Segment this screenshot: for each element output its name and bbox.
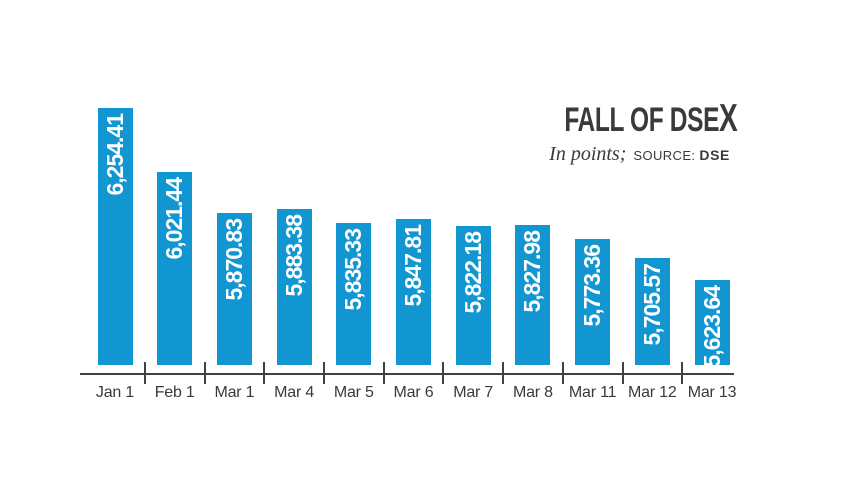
axis-tick [143, 362, 146, 384]
x-axis-label: Mar 7 [453, 384, 494, 401]
unit-label: In points; [549, 143, 627, 165]
axis-tick [442, 362, 445, 384]
bar: 5,822.18 [455, 226, 491, 365]
source-label: SOURCE: [633, 148, 696, 163]
x-axis-line [80, 373, 734, 376]
bar-value-label: 5,883.38 [280, 215, 307, 297]
x-axis-label: Mar 11 [568, 384, 617, 401]
bar: 5,870.83 [216, 213, 252, 365]
source-value: DSE [699, 147, 730, 163]
bar: 5,827.98 [515, 225, 551, 365]
x-axis-label: Mar 12 [627, 384, 677, 401]
x-axis-label: Mar 6 [393, 384, 434, 401]
bar-value-label: 5,705.57 [638, 264, 665, 346]
axis-tick [681, 362, 684, 384]
title-last-letter: X [718, 97, 738, 140]
bar: 5,835.33 [336, 223, 372, 365]
chart-subtitle: In points; SOURCE: DSE [549, 143, 730, 166]
axis-tick [203, 362, 206, 384]
axis-tick [382, 362, 385, 384]
bar: 5,773.36 [575, 239, 611, 365]
x-axis-label: Mar 13 [687, 384, 737, 401]
bar-value-label: 5,827.98 [519, 231, 546, 313]
chart-title: FALL OF DSEX [563, 97, 737, 140]
x-axis-label: Mar 1 [214, 384, 255, 401]
bar: 5,883.38 [276, 209, 312, 365]
bar: 5,705.57 [634, 258, 670, 365]
x-axis-label: Mar 5 [333, 384, 374, 401]
axis-tick [263, 362, 266, 384]
bar-value-label: 6,021.44 [161, 178, 188, 260]
bar-value-label: 5,847.81 [400, 225, 426, 307]
axis-tick [621, 362, 624, 384]
x-axis-label: Feb 1 [154, 384, 195, 401]
bar-value-label: 5,773.36 [579, 245, 606, 327]
bar-value-label: 5,835.33 [340, 229, 367, 311]
bar: 5,623.64 [694, 280, 730, 368]
bar: 6,254.41 [97, 108, 133, 365]
x-axis-label: Jan 1 [95, 384, 135, 401]
bar-value-label: 5,822.18 [459, 232, 486, 314]
bar: 6,021.44 [157, 172, 193, 365]
bar: 5,847.81 [396, 219, 431, 365]
axis-tick [502, 362, 505, 384]
x-axis-label: Mar 8 [512, 384, 553, 401]
bar-value-label: 5,870.83 [220, 219, 247, 301]
bar-value-label: 5,623.64 [698, 286, 725, 368]
bar-value-label: 6,254.41 [101, 114, 128, 196]
axis-tick [561, 362, 564, 384]
axis-tick [323, 362, 325, 384]
x-axis-label: Mar 4 [274, 384, 315, 401]
